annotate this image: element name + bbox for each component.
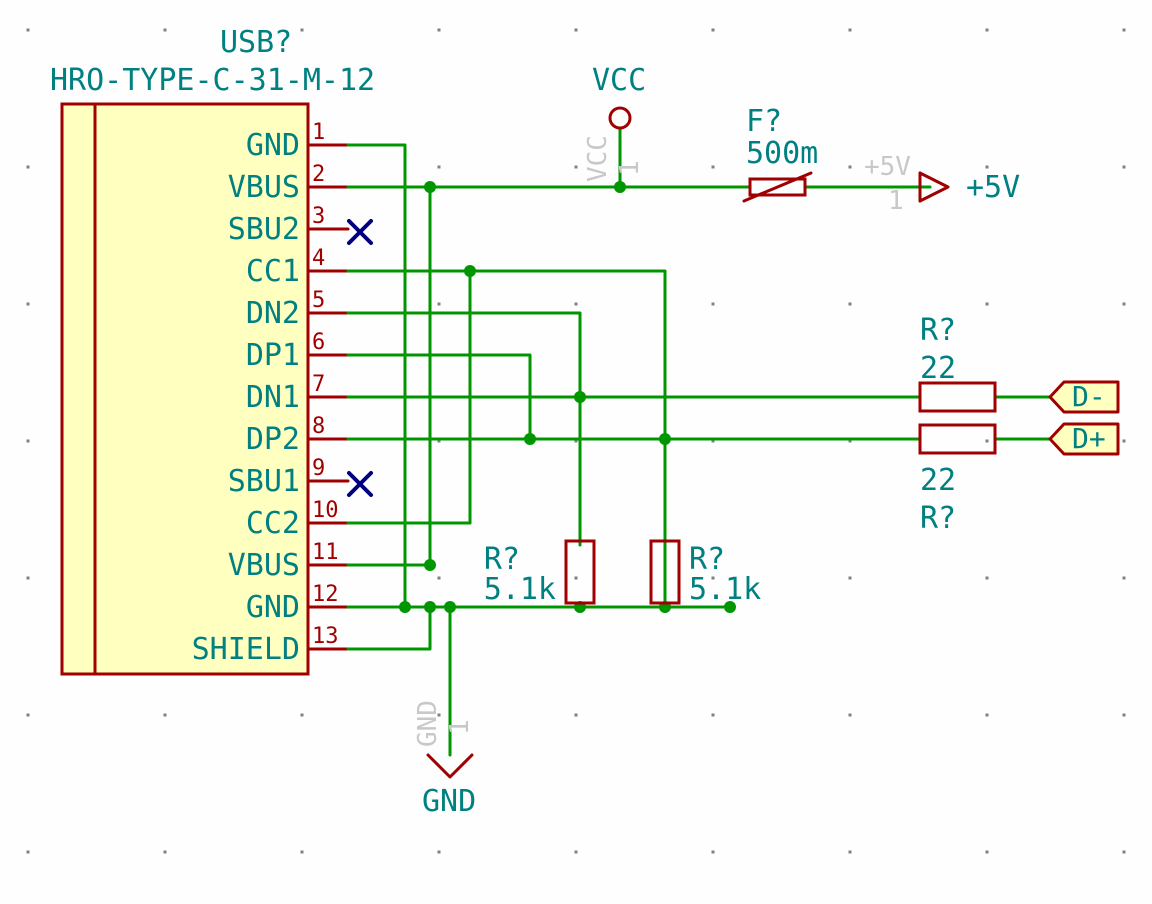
svg-text:SBU1: SBU1 bbox=[228, 464, 300, 499]
junction bbox=[399, 601, 411, 613]
svg-text:1: 1 bbox=[445, 719, 475, 735]
svg-text:5.1k: 5.1k bbox=[484, 572, 556, 607]
resistor-cc1 bbox=[566, 541, 594, 603]
svg-text:6: 6 bbox=[312, 330, 325, 355]
junction bbox=[444, 601, 456, 613]
svg-text:GND: GND bbox=[413, 700, 443, 747]
svg-text:CC1: CC1 bbox=[246, 254, 300, 289]
junction bbox=[574, 391, 586, 403]
svg-text:1: 1 bbox=[312, 120, 325, 145]
svg-text:GND: GND bbox=[422, 784, 476, 819]
svg-text:VCC: VCC bbox=[583, 135, 613, 182]
svg-text:1: 1 bbox=[615, 160, 645, 176]
connector-value: HRO-TYPE-C-31-M-12 bbox=[50, 63, 375, 98]
wire bbox=[348, 187, 430, 565]
wire bbox=[348, 145, 405, 607]
junction bbox=[464, 265, 476, 277]
svg-text:13: 13 bbox=[312, 624, 339, 649]
svg-text:DN2: DN2 bbox=[246, 296, 300, 331]
svg-text:22: 22 bbox=[920, 463, 956, 498]
junction bbox=[424, 601, 436, 613]
svg-text:2: 2 bbox=[312, 162, 325, 187]
svg-text:GND: GND bbox=[246, 590, 300, 625]
svg-text:VCC: VCC bbox=[592, 63, 646, 98]
svg-text:12: 12 bbox=[312, 582, 339, 607]
wire bbox=[348, 607, 430, 649]
svg-text:R?: R? bbox=[920, 501, 956, 536]
svg-text:DP1: DP1 bbox=[246, 338, 300, 373]
svg-text:DN1: DN1 bbox=[246, 380, 300, 415]
junction bbox=[659, 433, 671, 445]
junction bbox=[614, 181, 626, 193]
svg-text:500m: 500m bbox=[746, 136, 818, 171]
svg-text:1: 1 bbox=[888, 186, 904, 216]
svg-text:R?: R? bbox=[920, 313, 956, 348]
svg-text:D-: D- bbox=[1072, 380, 1106, 413]
svg-text:9: 9 bbox=[312, 456, 325, 481]
svg-text:GND: GND bbox=[246, 128, 300, 163]
connector-ref: USB? bbox=[220, 25, 292, 60]
svg-text:8: 8 bbox=[312, 414, 325, 439]
svg-text:VBUS: VBUS bbox=[228, 548, 300, 583]
svg-text:CC2: CC2 bbox=[246, 506, 300, 541]
svg-text:3: 3 bbox=[312, 204, 325, 229]
svg-text:DP2: DP2 bbox=[246, 422, 300, 457]
svg-text:D+: D+ bbox=[1072, 422, 1106, 455]
svg-text:22: 22 bbox=[920, 351, 956, 386]
svg-text:VBUS: VBUS bbox=[228, 170, 300, 205]
svg-text:10: 10 bbox=[312, 498, 339, 523]
junction bbox=[524, 433, 536, 445]
svg-text:11: 11 bbox=[312, 540, 339, 565]
junction bbox=[424, 181, 436, 193]
svg-text:SBU2: SBU2 bbox=[228, 212, 300, 247]
svg-text:+5V: +5V bbox=[864, 152, 911, 182]
resistor-series-1 bbox=[920, 425, 995, 453]
junction bbox=[424, 559, 436, 571]
svg-text:7: 7 bbox=[312, 372, 325, 397]
svg-text:SHIELD: SHIELD bbox=[192, 632, 300, 667]
svg-text:F?: F? bbox=[746, 104, 782, 139]
svg-text:5.1k: 5.1k bbox=[689, 572, 761, 607]
resistor-series-0 bbox=[920, 383, 995, 411]
power-vcc bbox=[610, 108, 630, 128]
svg-text:4: 4 bbox=[312, 246, 325, 271]
svg-text:+5V: +5V bbox=[966, 170, 1020, 205]
svg-text:5: 5 bbox=[312, 288, 325, 313]
